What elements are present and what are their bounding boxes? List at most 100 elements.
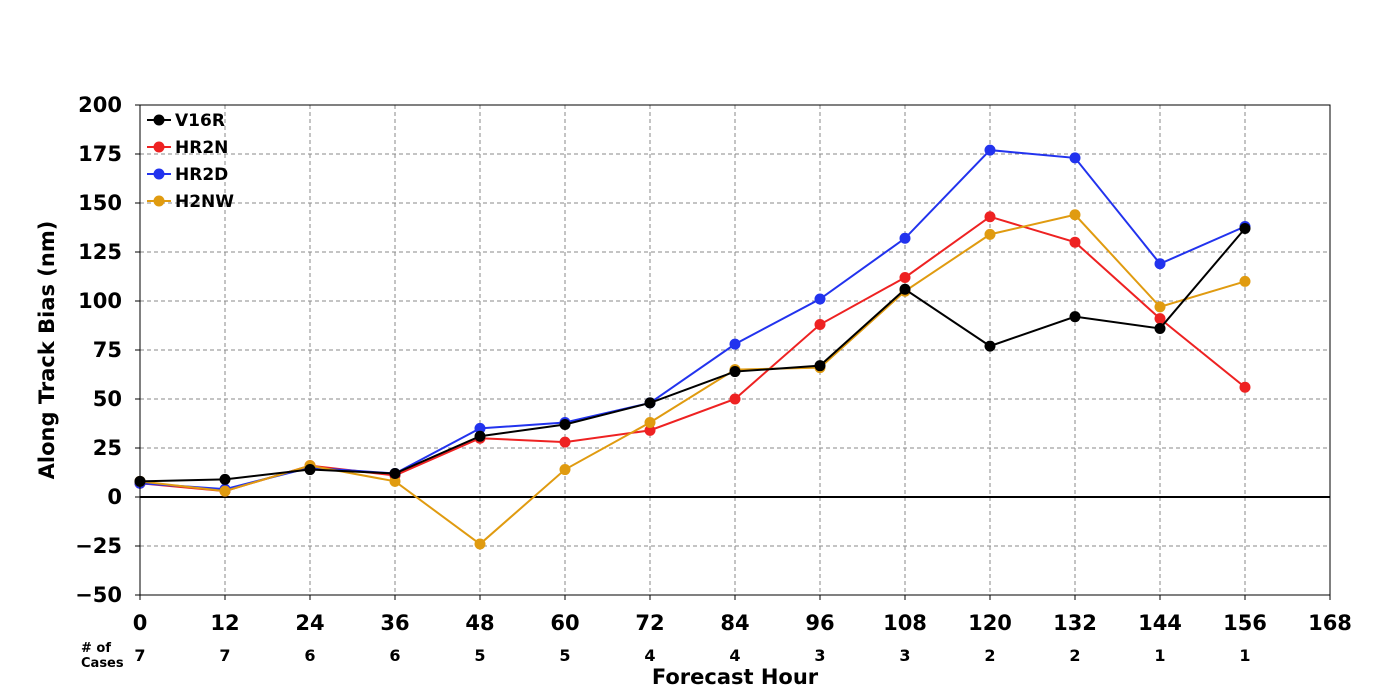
x-axis-label: Forecast Hour: [652, 665, 819, 689]
data-point: [559, 418, 571, 430]
x-tick-label: 12: [210, 611, 239, 635]
y-axis-label: Along Track Bias (nm): [35, 221, 59, 480]
case-count: 4: [644, 646, 655, 665]
case-count: 1: [1154, 646, 1165, 665]
data-point: [474, 430, 486, 442]
data-point: [474, 538, 486, 550]
series-line: [139, 215, 1246, 493]
legend-marker: [153, 141, 165, 153]
case-count: 3: [814, 646, 825, 665]
y-tick-label: −50: [75, 583, 122, 607]
data-point: [389, 467, 401, 479]
legend-marker: [153, 114, 165, 126]
y-tick-label: 125: [78, 240, 122, 264]
data-point: [559, 464, 571, 476]
legend: V16R HR2N HR2D H2NW: [147, 111, 234, 212]
case-count: 7: [219, 646, 230, 665]
case-count: 3: [899, 646, 910, 665]
x-tick-label: 84: [720, 611, 749, 635]
x-tick-label: 168: [1308, 611, 1352, 635]
case-count: 2: [984, 646, 995, 665]
case-count: 6: [389, 646, 400, 665]
data-point: [984, 228, 996, 240]
data-point: [389, 475, 401, 487]
series-line: [139, 213, 1246, 546]
legend-label: HR2N: [175, 138, 228, 158]
y-tick-label: 100: [78, 289, 122, 313]
x-tick-label: 144: [1138, 611, 1182, 635]
series-layer: [134, 144, 1251, 550]
legend-label: HR2D: [175, 165, 228, 185]
cases-header: # of: [81, 641, 111, 656]
legend-marker: [153, 195, 165, 207]
data-point: [1239, 381, 1251, 393]
data-point: [219, 485, 231, 497]
data-point: [1069, 311, 1081, 323]
x-tick-label: 24: [295, 611, 324, 635]
data-point: [899, 271, 911, 283]
data-point: [899, 232, 911, 244]
x-tick-label: 96: [805, 611, 834, 635]
case-count: 5: [474, 646, 485, 665]
x-tick-label: 0: [133, 611, 148, 635]
grid: [140, 105, 1330, 595]
y-tick-label: 175: [78, 142, 122, 166]
case-count: 5: [559, 646, 570, 665]
case-count: 1: [1239, 646, 1250, 665]
x-tick-label: 72: [635, 611, 664, 635]
data-point: [1069, 152, 1081, 164]
legend-item: HR2D: [147, 165, 228, 185]
data-point: [304, 464, 316, 476]
data-point: [644, 397, 656, 409]
y-tick-label: 150: [78, 191, 122, 215]
x-tick-label: 156: [1223, 611, 1267, 635]
data-point: [729, 338, 741, 350]
data-point: [1239, 275, 1251, 287]
series-hr2d: [134, 144, 1251, 495]
data-point: [559, 436, 571, 448]
y-axis-ticks: 200 175 150 125 100 75 50 25 0 −25 −50: [75, 93, 140, 607]
x-tick-label: 60: [550, 611, 579, 635]
x-tick-label: 36: [380, 611, 409, 635]
case-count: 6: [304, 646, 315, 665]
data-point: [984, 340, 996, 352]
case-count: 4: [729, 646, 740, 665]
x-axis-ticks: 0 12 24 36 48 60 72 84 96 108 120 132 144 156 168: [133, 595, 1352, 635]
x-tick-label: 120: [968, 611, 1012, 635]
cases-header: Cases: [81, 656, 124, 671]
y-tick-label: 50: [93, 387, 122, 411]
data-point: [729, 366, 741, 378]
legend-item: H2NW: [147, 192, 234, 212]
series-line: [139, 227, 1246, 483]
series-v16r: [134, 222, 1251, 487]
y-tick-label: 200: [78, 93, 122, 117]
data-point: [984, 211, 996, 223]
data-point: [1154, 258, 1166, 270]
x-tick-label: 132: [1053, 611, 1097, 635]
data-point: [814, 360, 826, 372]
case-count: 2: [1069, 646, 1080, 665]
data-point: [814, 319, 826, 331]
data-point: [1154, 301, 1166, 313]
y-tick-label: 75: [93, 338, 122, 362]
legend-item: HR2N: [147, 138, 228, 158]
data-point: [899, 283, 911, 295]
data-point: [219, 473, 231, 485]
data-point: [1069, 209, 1081, 221]
legend-label: H2NW: [175, 192, 234, 212]
data-point: [1069, 236, 1081, 248]
data-point: [729, 393, 741, 405]
data-point: [644, 424, 656, 436]
case-count: 7: [134, 646, 145, 665]
x-tick-label: 48: [465, 611, 494, 635]
x-tick-label: 108: [883, 611, 927, 635]
data-point: [1154, 322, 1166, 334]
data-point: [474, 422, 486, 434]
y-tick-label: −25: [75, 534, 122, 558]
legend-label: V16R: [175, 111, 225, 131]
legend-item: V16R: [147, 111, 225, 131]
series-hr2n: [134, 211, 1251, 497]
series-h2nw: [134, 209, 1251, 550]
